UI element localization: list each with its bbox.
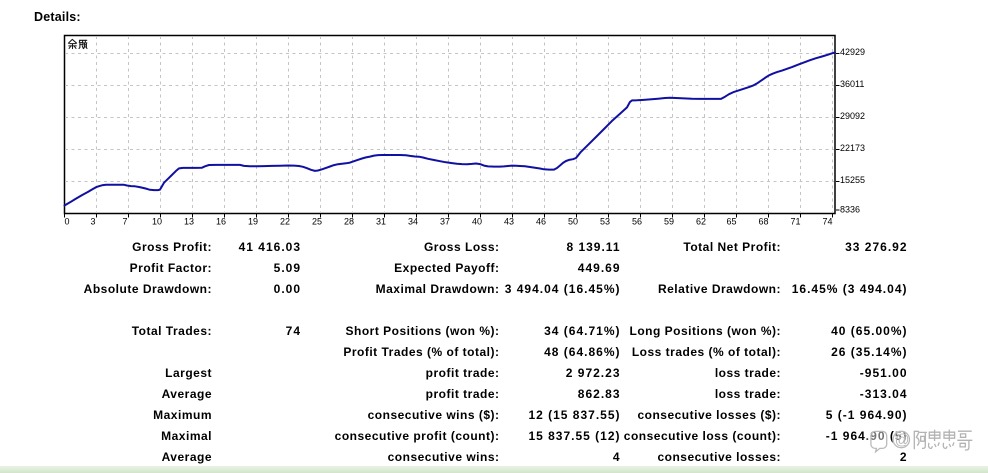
svg-text:71: 71 <box>790 217 800 227</box>
svg-text:19: 19 <box>248 217 258 227</box>
svg-text:65: 65 <box>726 217 736 227</box>
svg-text:68: 68 <box>758 217 768 227</box>
svg-text:7: 7 <box>122 217 127 227</box>
svg-text:31: 31 <box>376 217 386 227</box>
svg-text:43: 43 <box>504 217 514 227</box>
svg-text:22173: 22173 <box>840 143 865 153</box>
svg-text:25: 25 <box>312 217 322 227</box>
svg-text:0: 0 <box>64 217 69 227</box>
svg-text:56: 56 <box>632 217 642 227</box>
svg-text:74: 74 <box>822 217 832 227</box>
svg-text:50: 50 <box>568 217 578 227</box>
svg-text:8336: 8336 <box>840 205 860 215</box>
svg-text:34: 34 <box>408 217 418 227</box>
svg-text:15255: 15255 <box>840 175 865 185</box>
svg-text:10: 10 <box>152 217 162 227</box>
svg-text:13: 13 <box>184 217 194 227</box>
svg-text:46: 46 <box>536 217 546 227</box>
svg-text:62: 62 <box>696 217 706 227</box>
svg-text:42929: 42929 <box>840 47 865 57</box>
svg-text:37: 37 <box>440 217 450 227</box>
svg-text:59: 59 <box>664 217 674 227</box>
svg-text:40: 40 <box>472 217 482 227</box>
svg-text:22: 22 <box>280 217 290 227</box>
svg-text:53: 53 <box>600 217 610 227</box>
svg-text:29092: 29092 <box>840 111 865 121</box>
svg-text:3: 3 <box>90 217 95 227</box>
svg-text:36011: 36011 <box>840 79 864 89</box>
svg-text:16: 16 <box>216 217 226 227</box>
svg-text:28: 28 <box>344 217 354 227</box>
